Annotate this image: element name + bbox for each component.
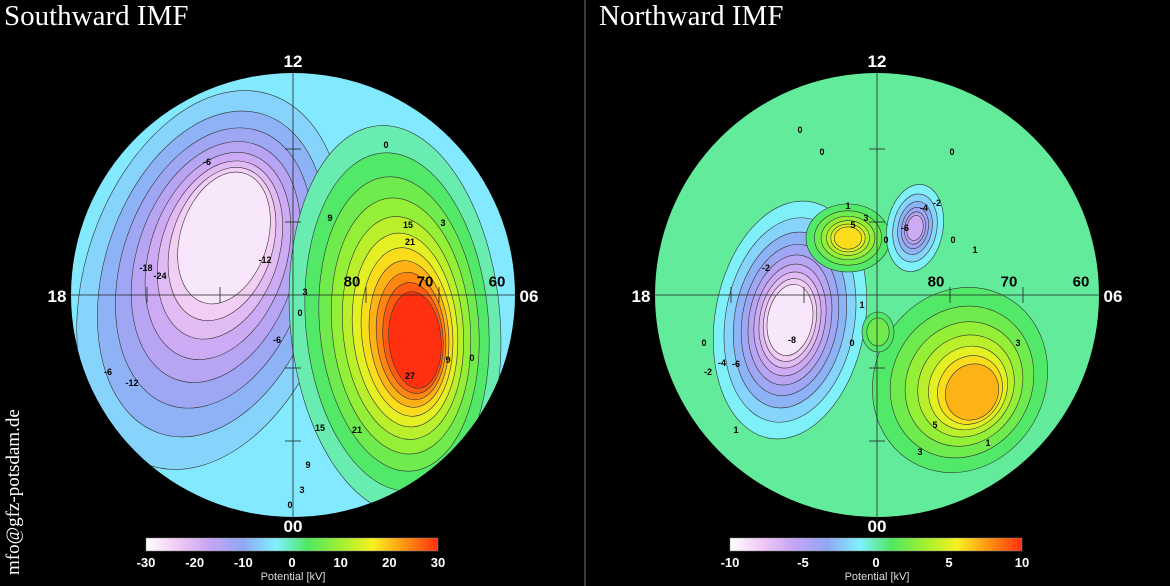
hour-label-12: 12 <box>283 52 303 71</box>
colorbar-tick-label: 10 <box>333 555 348 570</box>
contour-label: -2 <box>703 367 713 377</box>
contour-label: 9 <box>327 213 333 223</box>
contour-level-2 <box>866 317 890 347</box>
latitude-label: 70 <box>416 273 434 291</box>
colorbar-tick-label: 0 <box>288 555 296 570</box>
colorbar-tick-label: 5 <box>945 555 953 570</box>
left-colorbar <box>145 537 439 552</box>
right-colorbar <box>729 537 1023 552</box>
contour-label: 1 <box>985 438 991 448</box>
contour-label: 0 <box>297 308 303 318</box>
hour-label-00: 00 <box>867 517 887 536</box>
hour-label-18: 18 <box>47 287 67 306</box>
contour-label: -6 <box>731 359 741 369</box>
right-panel-title: Northward IMF <box>599 0 784 32</box>
contour-label: 0 <box>287 500 293 510</box>
contour-label: -8 <box>787 335 797 345</box>
contour-label: -2 <box>932 198 942 208</box>
contour-label: 21 <box>351 425 363 435</box>
contour-label: 27 <box>404 371 416 381</box>
contour-label: 3 <box>863 213 869 223</box>
contour-label: 3 <box>299 485 305 495</box>
contour-level--9 <box>766 284 814 356</box>
contour-label: 0 <box>950 235 956 245</box>
colorbar-tick-label: 0 <box>872 555 880 570</box>
contour-label: -6 <box>900 223 910 233</box>
latitude-label: 60 <box>1072 273 1090 291</box>
contour-label: -6 <box>202 157 212 167</box>
contour-label: -6 <box>272 335 282 345</box>
contour-label: 1 <box>733 425 739 435</box>
contour-label: 0 <box>883 235 889 245</box>
latitude-label: 70 <box>1000 273 1018 291</box>
contour-label: 0 <box>383 140 389 150</box>
credit-text: mfo@gfz-potsdam.de <box>3 409 24 575</box>
contour-level--27 <box>177 171 271 305</box>
contour-label: -24 <box>153 271 167 281</box>
colorbar-tick-label: -20 <box>185 555 205 570</box>
contour-label: 3 <box>440 218 446 228</box>
latitude-label: 60 <box>488 273 506 291</box>
colorbar-title: Potential [kV] <box>844 571 910 583</box>
contour-label: -6 <box>103 367 113 377</box>
colorbar-title: Potential [kV] <box>260 571 326 583</box>
contour-label: 1 <box>859 300 865 310</box>
colorbar-tick-label: -10 <box>233 555 253 570</box>
colorbar-tick-label: 20 <box>382 555 397 570</box>
contour-level-30 <box>388 291 442 389</box>
contour-label: 21 <box>404 237 416 247</box>
contour-label: 9 <box>305 460 311 470</box>
left-polar-plot <box>63 63 523 552</box>
contour-label: 9 <box>445 355 451 365</box>
contour-label: -4 <box>919 203 929 213</box>
hour-label-06: 06 <box>1103 287 1123 306</box>
hour-label-00: 00 <box>283 517 303 536</box>
contour-label: 0 <box>849 338 855 348</box>
colorbar-tick-label: -30 <box>136 555 156 570</box>
contour-label: 1 <box>972 245 978 255</box>
contour-label: 3 <box>1015 338 1021 348</box>
colorbar-tick-label: 10 <box>1014 555 1030 570</box>
contour-label: 15 <box>402 220 414 230</box>
contour-level--6 <box>906 215 924 241</box>
contour-label: -12 <box>258 255 272 265</box>
contour-label: 5 <box>850 220 856 230</box>
contour-label: -12 <box>125 378 139 388</box>
hour-label-18: 18 <box>631 287 651 306</box>
contour-label: 0 <box>469 353 475 363</box>
colorbar-tick-label: -10 <box>720 555 740 570</box>
colorbar-tick-label: -5 <box>797 555 809 570</box>
contour-label: 0 <box>701 338 707 348</box>
contour-label: 0 <box>797 125 803 135</box>
contour-level-6 <box>833 226 863 250</box>
contour-label: 3 <box>302 287 308 297</box>
left-panel-title: Southward IMF <box>4 0 189 32</box>
colorbar-tick-label: 30 <box>430 555 446 570</box>
latitude-label: 80 <box>343 273 361 291</box>
contour-label: -2 <box>761 263 771 273</box>
latitude-label: 80 <box>927 273 945 291</box>
contour-label: 5 <box>932 420 938 430</box>
right-polar-plot <box>647 63 1107 552</box>
contour-label: 1 <box>845 201 851 211</box>
contour-label: 15 <box>314 423 326 433</box>
contour-label: 0 <box>949 147 955 157</box>
hour-label-06: 06 <box>519 287 539 306</box>
contour-label: 3 <box>917 447 923 457</box>
hour-label-12: 12 <box>867 52 887 71</box>
contour-level-7 <box>945 363 999 421</box>
contour-label: -18 <box>139 263 153 273</box>
contour-label: 0 <box>819 147 825 157</box>
contour-label: -4 <box>717 358 727 368</box>
